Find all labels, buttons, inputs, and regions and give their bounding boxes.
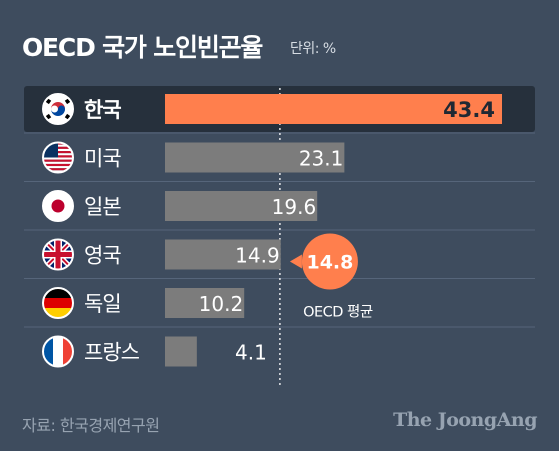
uk-flag-icon	[42, 238, 74, 271]
chart-title: OECD 국가 노인빈곤율	[22, 33, 263, 62]
value-label: 23.1	[299, 147, 344, 171]
average-bubble	[301, 233, 358, 290]
value-label: 10.2	[199, 292, 244, 316]
bar	[165, 336, 197, 367]
france-flag-icon	[42, 335, 74, 368]
average-value-label: 14.8	[306, 252, 353, 274]
country-label: 프랑스	[84, 341, 140, 365]
bar	[165, 142, 345, 173]
unit-label: 단위: %	[290, 41, 336, 57]
average-pointer	[289, 254, 302, 269]
value-label: 43.4	[443, 98, 495, 122]
bar	[165, 288, 245, 318]
value-label: 14.9	[235, 244, 280, 268]
bar	[165, 191, 318, 221]
bar	[165, 94, 502, 124]
germany-flag-icon	[42, 287, 74, 319]
country-label: 영국	[84, 244, 121, 268]
source-text: 자료: 한국경제연구원	[22, 416, 160, 435]
country-label: 미국	[84, 147, 121, 171]
value-label: 19.6	[272, 195, 317, 219]
country-label: 한국	[84, 98, 121, 122]
bar-chart: 한국 43.4 미국 23.1 일본 19.6 영국 14.9 독일 10.2 프랑스 4.1 14.8…	[24, 86, 535, 388]
average-caption: OECD 평균	[303, 304, 373, 321]
value-label: 4.1	[235, 341, 267, 365]
brand-logo: The JoongAng	[393, 409, 537, 431]
country-label: 독일	[84, 292, 121, 316]
usa-flag-icon	[42, 141, 74, 174]
bar	[165, 239, 281, 270]
japan-flag-icon	[42, 190, 74, 222]
country-label: 일본	[84, 195, 121, 219]
korea-flag-icon	[42, 93, 74, 125]
